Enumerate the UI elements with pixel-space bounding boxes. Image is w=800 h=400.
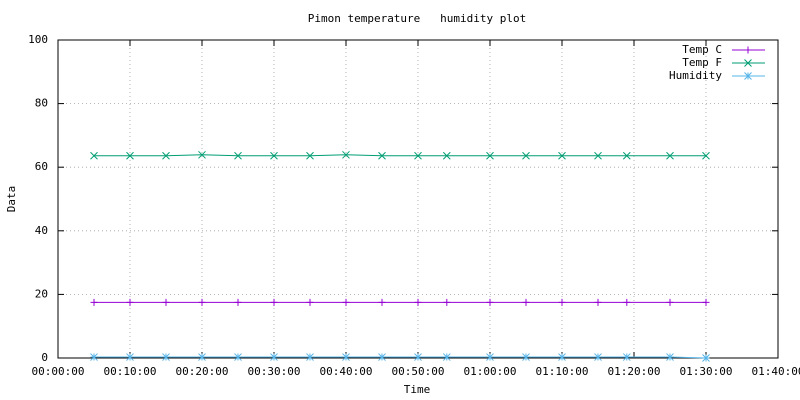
data-point — [558, 298, 566, 306]
data-point — [666, 353, 674, 361]
data-point — [306, 298, 314, 306]
data-point — [522, 353, 530, 361]
legend-marker — [744, 46, 752, 54]
x-tick-label: 01:10:00 — [536, 365, 589, 378]
x-tick-label: 00:10:00 — [104, 365, 157, 378]
legend-label: Temp C — [682, 43, 722, 56]
data-point — [198, 298, 206, 306]
data-point — [270, 353, 278, 361]
data-point — [622, 151, 631, 160]
data-point — [126, 353, 134, 361]
x-tick-label: 00:00:00 — [32, 365, 85, 378]
x-tick-label: 01:00:00 — [464, 365, 517, 378]
data-point — [234, 353, 242, 361]
data-point — [666, 298, 674, 306]
data-point — [594, 353, 602, 361]
data-point — [234, 298, 242, 306]
data-point — [666, 151, 674, 160]
data-point — [414, 151, 422, 160]
y-tick-label: 40 — [35, 224, 48, 237]
data-point — [442, 151, 451, 160]
x-tick-label: 01:30:00 — [680, 365, 733, 378]
x-tick-label: 00:30:00 — [248, 365, 301, 378]
data-point — [306, 151, 314, 160]
legend-label: Temp F — [682, 56, 722, 69]
y-tick-label: 0 — [41, 351, 48, 364]
data-point — [594, 298, 602, 306]
data-point — [90, 298, 98, 306]
data-point — [162, 353, 170, 361]
chart-title: Pimon temperature humidity plot — [308, 12, 527, 25]
x-tick-label: 00:50:00 — [392, 365, 445, 378]
x-tick-label: 01:20:00 — [608, 365, 661, 378]
x-tick-label: 00:20:00 — [176, 365, 229, 378]
data-point — [443, 298, 451, 306]
data-point — [342, 353, 350, 361]
data-point — [270, 298, 278, 306]
legend-label: Humidity — [669, 69, 722, 82]
data-point — [342, 298, 350, 306]
y-tick-label: 100 — [28, 33, 48, 46]
data-point — [486, 298, 494, 306]
series-line — [94, 154, 706, 157]
data-point — [594, 151, 602, 160]
data-point — [342, 150, 350, 159]
data-point — [90, 353, 98, 361]
data-point — [622, 353, 631, 361]
data-point — [198, 150, 206, 159]
y-tick-label: 20 — [35, 287, 48, 300]
y-tick-label: 60 — [35, 160, 48, 173]
data-point — [90, 151, 98, 160]
data-point — [702, 298, 710, 306]
data-point — [378, 298, 386, 306]
x-tick-label: 00:40:00 — [320, 365, 373, 378]
legend-marker — [744, 72, 752, 80]
data-point — [126, 151, 134, 160]
data-point — [198, 353, 206, 361]
data-point — [162, 298, 170, 306]
data-point — [306, 353, 314, 361]
data-point — [414, 353, 422, 361]
data-point — [558, 151, 566, 160]
data-point — [558, 353, 566, 361]
series-line — [94, 356, 707, 359]
data-point — [378, 353, 386, 361]
legend-marker — [744, 59, 752, 67]
data-point — [623, 298, 631, 306]
data-point — [414, 298, 422, 306]
data-point — [486, 353, 494, 361]
data-point — [270, 151, 278, 160]
data-point — [442, 353, 451, 361]
data-point — [522, 151, 530, 160]
data-point — [126, 298, 134, 306]
data-point — [378, 151, 386, 160]
x-axis-label: Time — [404, 383, 431, 396]
data-point — [522, 298, 530, 306]
data-point — [702, 354, 710, 362]
plot-frame — [57, 39, 779, 359]
data-point — [486, 151, 494, 160]
y-tick-label: 80 — [35, 97, 48, 110]
data-point — [234, 151, 242, 160]
y-axis-label: Data — [5, 186, 18, 213]
x-tick-label: 01:40:00 — [752, 365, 800, 378]
data-point — [162, 151, 170, 160]
data-point — [702, 151, 710, 160]
